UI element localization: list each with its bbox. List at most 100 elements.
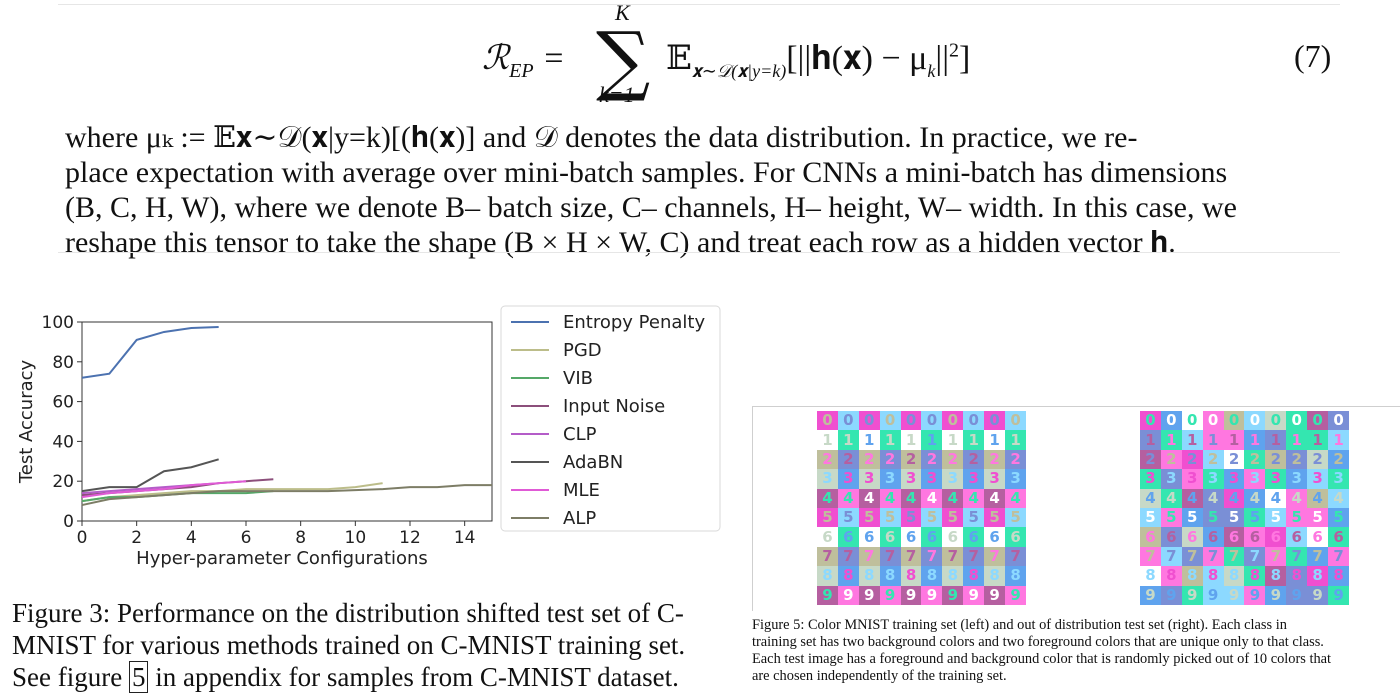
- x-tick-label: 0: [77, 528, 88, 548]
- digit-cell: 0: [900, 411, 922, 431]
- digit-cell: 7: [1140, 546, 1161, 567]
- digit-cell: 0: [1202, 411, 1224, 431]
- digit-cell: 4: [1307, 488, 1329, 508]
- digit-cell: 6: [1005, 527, 1026, 547]
- digit-cell: 9: [1223, 585, 1245, 605]
- digit-cell: 5: [1328, 507, 1349, 528]
- equation-body: [||𝐡(𝐱) − μ: [786, 40, 928, 77]
- digit-cell: 8: [900, 566, 922, 586]
- digit-cell: 2: [1160, 449, 1182, 470]
- equation-7: ℛEP = K ∑ k=1 𝔼𝐱∼𝒟(𝐱|y=k)[||𝐡(𝐱) − μk||2…: [58, 0, 1340, 110]
- digit-cell: 4: [1223, 488, 1245, 508]
- legend-label: Entropy Penalty: [563, 312, 705, 333]
- digit-cell: 5: [1181, 507, 1203, 528]
- digit-cell: 4: [1328, 488, 1349, 508]
- digit-cell: 8: [1223, 566, 1245, 586]
- sum-upper-limit: K: [615, 0, 630, 25]
- digit-cell: 4: [984, 488, 1006, 508]
- digit-cell: 6: [817, 527, 838, 547]
- digit-cell: 3: [1328, 469, 1349, 489]
- digit-cell: 8: [1140, 566, 1161, 586]
- norm-close: ||: [935, 40, 950, 77]
- digit-cell: 7: [837, 546, 859, 567]
- digit-cell: 4: [879, 488, 901, 508]
- digit-cell: 8: [1181, 566, 1203, 586]
- digit-cell: 2: [900, 449, 922, 470]
- digit-cell: 4: [1265, 488, 1287, 508]
- digit-cell: 6: [1160, 527, 1182, 547]
- digit-cell: 2: [1202, 449, 1224, 470]
- digit-cell: 1: [837, 430, 859, 450]
- paragraph-line: (B, C, H, W), where we denote B– batch s…: [65, 191, 1237, 224]
- y-tick-label: 100: [42, 313, 74, 333]
- digit-cell: 4: [1202, 488, 1224, 508]
- digit-cell: 4: [837, 488, 859, 508]
- digit-cell: 1: [1244, 430, 1266, 450]
- digit-cell: 0: [921, 411, 943, 431]
- sum-symbol: ∑: [596, 15, 651, 104]
- digit-cell: 2: [1181, 449, 1203, 470]
- digit-cell: 9: [1005, 585, 1026, 605]
- caption-line: MNIST for various methods trained on C-M…: [12, 630, 686, 660]
- y-tick-label: 80: [52, 353, 74, 373]
- digit-cell: 9: [1286, 585, 1308, 605]
- paragraph-line: where μₖ := 𝔼𝐱∼𝒟(𝐱|y=k)[(𝐡(𝐱)] and 𝒟 den…: [65, 121, 1138, 154]
- digit-cell: 6: [1181, 527, 1203, 547]
- digit-cell: 6: [900, 527, 922, 547]
- digit-cell: 2: [984, 449, 1006, 470]
- sum-lower-limit: k=1: [599, 82, 635, 107]
- digit-cell: 2: [1223, 449, 1245, 470]
- digit-cell: 9: [1140, 585, 1161, 605]
- equation-lhs: ℛEP =: [482, 38, 565, 83]
- digit-cell: 7: [1265, 546, 1287, 567]
- digit-cell: 8: [1005, 566, 1026, 586]
- digit-cell: 1: [900, 430, 922, 450]
- test-accuracy-line-chart: 0 20 40 60 80 100 0 2 4 6 8 10 12 14 Hyper-parameter C…: [16, 305, 721, 569]
- digit-cell: 0: [1307, 411, 1329, 431]
- digit-cell: 3: [900, 469, 922, 489]
- digit-cell: 6: [1202, 527, 1224, 547]
- digit-cell: 7: [984, 546, 1006, 567]
- caption-line: Figure 3: Performance on the distributio…: [12, 598, 684, 628]
- caption-line: See figure 5 in appendix for samples fro…: [12, 661, 732, 693]
- digit-cell: 5: [837, 507, 859, 528]
- mu-subscript: k: [927, 60, 936, 81]
- caption-line: are chosen independently of the training…: [752, 668, 1007, 684]
- digit-cell: 6: [1244, 527, 1266, 547]
- digit-cell: 2: [1286, 449, 1308, 470]
- lhs-subscript: EP: [509, 59, 534, 82]
- y-tick-label: 0: [63, 512, 74, 532]
- digit-cell: 6: [921, 527, 943, 547]
- digit-cell: 8: [858, 566, 880, 586]
- digit-cell: 8: [1265, 566, 1287, 586]
- digit-cell: 3: [1202, 469, 1224, 489]
- digit-cell: 9: [921, 585, 943, 605]
- digit-cell: 0: [1223, 411, 1245, 431]
- x-tick-label: 4: [186, 528, 197, 548]
- digit-cell: 7: [1307, 546, 1329, 567]
- norm-exponent: 2: [949, 39, 960, 62]
- digit-cell: 7: [1005, 546, 1026, 567]
- series-line: [81, 325, 219, 379]
- digit-cell: 4: [921, 488, 943, 508]
- digit-cell: 3: [1160, 469, 1182, 489]
- digit-cell: 7: [1160, 546, 1182, 567]
- digit-cell: 1: [963, 430, 985, 450]
- digit-cell: 0: [817, 411, 838, 431]
- figure-reference-link[interactable]: 5: [128, 661, 149, 693]
- digit-cell: 0: [984, 411, 1006, 431]
- x-axis-label: Hyper-parameter Configurations: [136, 548, 428, 569]
- digit-cell: 1: [879, 430, 901, 450]
- digit-cell: 1: [858, 430, 880, 450]
- digit-cell: 3: [1307, 469, 1329, 489]
- legend-label: AdaBN: [563, 452, 623, 473]
- x-tick-label: 6: [241, 528, 252, 548]
- digit-cell: 5: [1005, 507, 1026, 528]
- digit-cell: 9: [1328, 585, 1349, 605]
- digit-cell: 1: [817, 430, 838, 450]
- digit-cell: 5: [1160, 507, 1182, 528]
- digit-cell: 2: [1328, 449, 1349, 470]
- digit-cell: 5: [1202, 507, 1224, 528]
- caption-line: training set has two background colors a…: [752, 634, 1324, 650]
- digit-cell: 3: [1265, 469, 1287, 489]
